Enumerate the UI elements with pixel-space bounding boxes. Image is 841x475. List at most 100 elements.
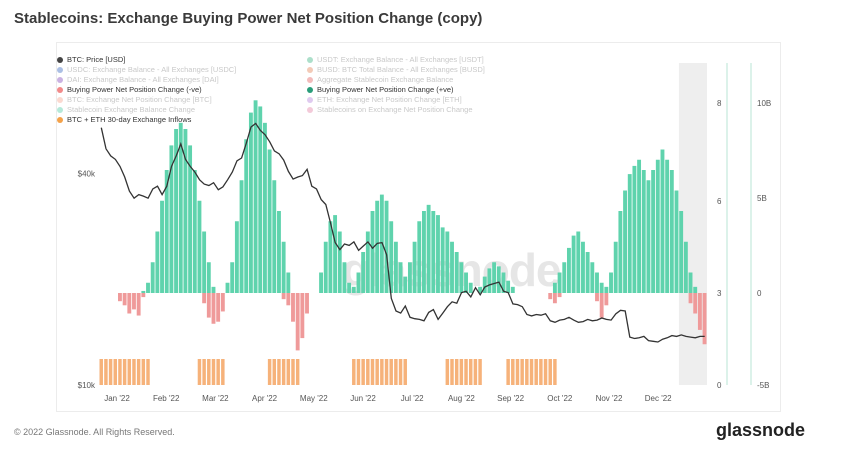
positive-bar (234, 221, 239, 293)
positive-bar (277, 211, 281, 293)
chart-plot[interactable]: $40k $10k 8 6 3 0 10B 5B 0 -5B Jan '22 Feb '22 Mar '… (57, 43, 780, 411)
inflow-bar (454, 359, 459, 385)
positive-bar (674, 190, 679, 293)
inflow-bar (515, 359, 520, 385)
positive-bar (183, 129, 188, 293)
inflow-bar (464, 359, 468, 385)
positive-bar (468, 282, 473, 293)
positive-bar (422, 211, 426, 293)
inflow-bar (122, 359, 127, 385)
positive-bar (627, 174, 632, 293)
positive-bar (202, 231, 207, 293)
legend-item[interactable]: ETH: Exchange Net Position Change [ETH] (307, 95, 462, 104)
legend-item[interactable]: USDC: Exchange Balance - All Exchanges [… (57, 65, 236, 74)
legend-item[interactable]: Stablecoin Exchange Balance Change (57, 105, 195, 114)
legend-item[interactable]: BTC: Exchange Net Position Change [BTC] (57, 95, 212, 104)
x-tick-label: Oct '22 (547, 394, 573, 403)
positive-bar (576, 231, 581, 293)
positive-bar (206, 262, 211, 293)
inflow-bar (197, 359, 202, 385)
negative-bar (599, 293, 604, 318)
inflow-bar (548, 359, 552, 385)
legend-dot-icon (57, 116, 63, 123)
negative-bar (136, 293, 141, 316)
positive-bar (683, 241, 688, 293)
inflow-bar (370, 359, 375, 385)
legend-item[interactable]: BUSD: BTC Total Balance - All Exchanges … (307, 65, 485, 74)
inflow-bar (459, 359, 464, 385)
positive-bar (155, 231, 160, 293)
legend-item[interactable]: Buying Power Net Position Change (+ve) (307, 85, 454, 94)
positive-bar (351, 286, 356, 293)
positive-bar (552, 282, 557, 293)
positive-bar (669, 170, 674, 293)
negative-bar (300, 293, 305, 339)
legend-dot-icon (57, 76, 63, 83)
negative-bar (286, 293, 291, 306)
legend-label: DAI: Exchange Balance - All Exchanges [D… (67, 75, 219, 84)
positive-bar (660, 149, 665, 293)
positive-bar (478, 286, 483, 293)
legend-item[interactable]: BTC: Price [USD] (57, 55, 125, 64)
positive-bar (492, 262, 497, 293)
inflow-bar (141, 359, 146, 385)
right-axis-label: 3 (717, 289, 722, 298)
inflow-bar (291, 359, 295, 385)
inflow-bar (277, 359, 281, 385)
positive-bar (258, 106, 263, 293)
negative-bar (697, 293, 702, 330)
positive-bar (370, 211, 375, 293)
inflow-bar (286, 359, 291, 385)
inflow-bar (272, 359, 277, 385)
inflow-bar (113, 359, 118, 385)
right-axis-label: 10B (757, 99, 771, 108)
inflow-bar (511, 359, 515, 385)
legend-item[interactable]: DAI: Exchange Balance - All Exchanges [D… (57, 75, 219, 84)
inflow-bar (543, 359, 548, 385)
right-axis-label: 0 (717, 381, 722, 390)
positive-bar (211, 286, 216, 293)
x-tick-label: Nov '22 (596, 394, 623, 403)
legend-item[interactable]: Stablecoins on Exchange Net Position Cha… (307, 105, 473, 114)
inflow-bar (380, 359, 384, 385)
positive-bar (501, 272, 506, 293)
positive-bar (459, 262, 464, 293)
negative-bar (281, 293, 286, 300)
legend-label: BTC: Price [USD] (67, 55, 126, 64)
copyright-text: © 2022 Glassnode. All Rights Reserved. (14, 427, 175, 437)
positive-bar (688, 272, 693, 293)
x-tick-label: May '22 (300, 394, 328, 403)
positive-bar (407, 262, 412, 293)
left-axis-label: $40k (78, 170, 96, 179)
positive-bar (665, 159, 670, 293)
positive-bar (426, 204, 431, 293)
positive-bar (286, 272, 291, 293)
legend-dot-icon (57, 86, 63, 93)
positive-bar (169, 145, 174, 293)
legend-item[interactable]: Aggregate Stablecoin Exchange Balance (307, 75, 453, 84)
positive-bar (174, 129, 179, 293)
positive-bar (323, 241, 328, 293)
legend-dot-icon (307, 96, 313, 103)
positive-bar (375, 200, 380, 293)
positive-bar (365, 231, 370, 293)
inflow-bar (132, 359, 136, 385)
positive-bar (651, 170, 656, 293)
legend-label: Buying Power Net Position Change (-ve) (67, 85, 202, 94)
positive-bar (618, 211, 623, 293)
positive-bar (623, 190, 627, 293)
positive-bar (637, 159, 642, 293)
positive-bar (487, 268, 492, 293)
glassnode-logo[interactable]: glassnode (715, 420, 805, 440)
positive-bar (146, 282, 150, 293)
legend-item[interactable]: Buying Power Net Position Change (-ve) (57, 85, 202, 94)
inflow-bar (361, 359, 365, 385)
legend-label: ETH: Exchange Net Position Change [ETH] (317, 95, 462, 104)
legend-item[interactable]: BTC + ETH 30-day Exchange Inflows (57, 115, 191, 124)
inflow-bar (384, 359, 389, 385)
positive-bar (272, 180, 277, 293)
negative-bar (216, 293, 221, 322)
legend-item[interactable]: USDT: Exchange Balance - All Exchanges [… (307, 55, 484, 64)
legend-label: Aggregate Stablecoin Exchange Balance (317, 75, 454, 84)
